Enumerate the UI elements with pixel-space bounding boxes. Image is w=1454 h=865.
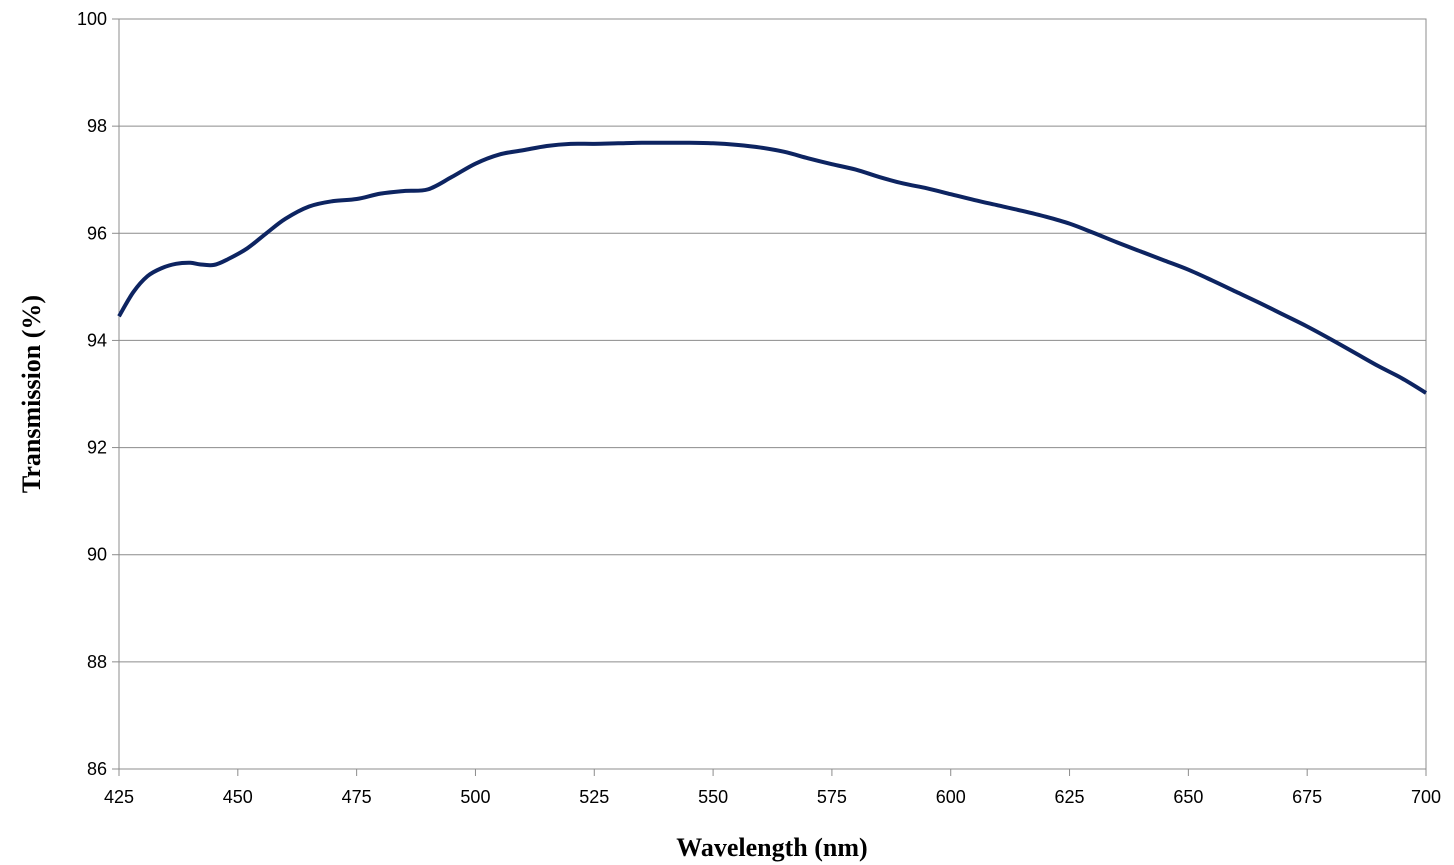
x-axis: 425 450 475 500 525 550 575 600 625 650 675 700 [104,769,1441,807]
x-tick-label: 550 [698,787,728,807]
y-tick-label: 96 [87,223,107,243]
y-tick-label: 88 [87,652,107,672]
series-group [117,140,1428,395]
y-axis: 86 88 90 92 94 96 98 100 [77,9,119,779]
x-tick-label: 650 [1173,787,1203,807]
x-tick-label: 700 [1411,787,1441,807]
gridlines [119,125,1426,663]
x-axis-title: Wavelength (nm) [676,833,867,862]
x-tick-label: 425 [104,787,134,807]
x-tick-label: 475 [342,787,372,807]
y-tick-label: 94 [87,330,107,350]
y-tick-label: 92 [87,438,107,458]
x-tick-label: 525 [579,787,609,807]
y-tick-label: 90 [87,545,107,565]
y-tick-label: 100 [77,9,107,29]
transmission-series-line [117,140,1428,395]
x-tick-label: 450 [223,787,253,807]
y-tick-label: 86 [87,759,107,779]
plot-area-border [118,18,1427,770]
y-axis-title: Transmission (%) [17,295,46,493]
x-tick-label: 625 [1055,787,1085,807]
y-tick-label: 98 [87,116,107,136]
x-tick-label: 500 [460,787,490,807]
x-tick-label: 575 [817,787,847,807]
x-tick-label: 600 [936,787,966,807]
x-tick-label: 675 [1292,787,1322,807]
